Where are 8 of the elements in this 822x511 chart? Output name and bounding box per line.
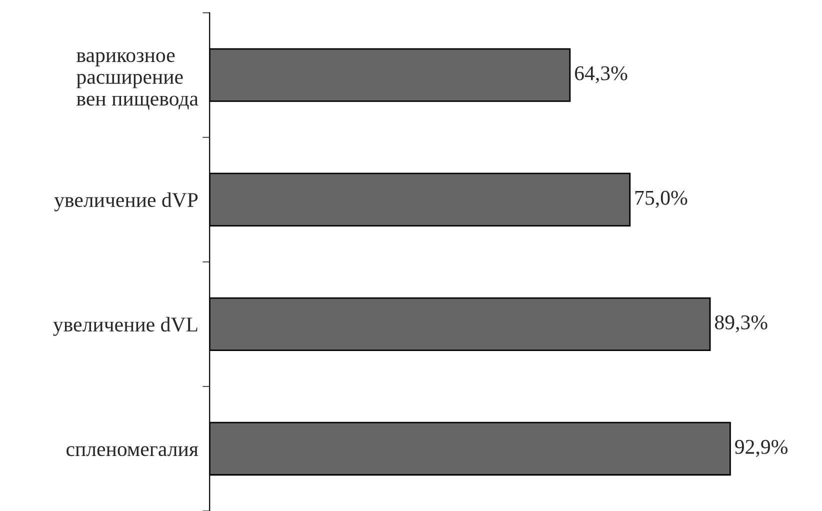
y-tick-label: увеличение dVP	[54, 192, 198, 212]
data-label: 64,3%	[575, 66, 628, 84]
data-label: 89,3%	[714, 315, 768, 332]
y-tick-label: спленомегалия	[66, 446, 198, 456]
data-label: 75,0%	[635, 190, 688, 208]
y-tick-label: варикозное расширение вен пищевода	[76, 52, 198, 110]
y-tick-label: увеличение dVL	[53, 316, 198, 336]
data-label: 92,9%	[735, 440, 788, 457]
